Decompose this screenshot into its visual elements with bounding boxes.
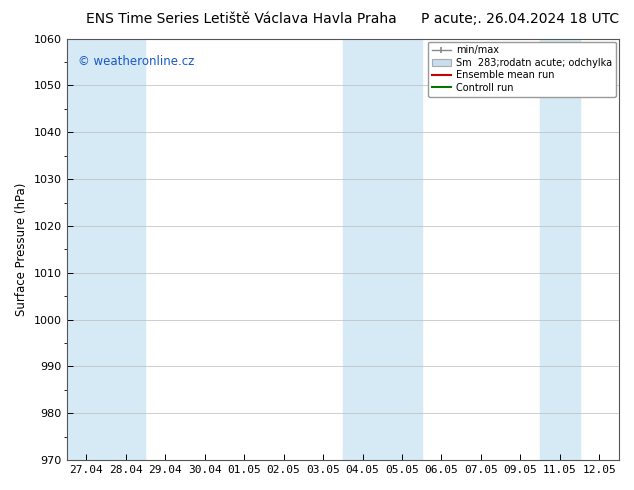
Y-axis label: Surface Pressure (hPa): Surface Pressure (hPa) bbox=[15, 183, 28, 316]
Bar bbox=[343, 39, 422, 460]
Bar bbox=[540, 39, 579, 460]
Text: © weatheronline.cz: © weatheronline.cz bbox=[77, 55, 194, 69]
Text: P acute;. 26.04.2024 18 UTC: P acute;. 26.04.2024 18 UTC bbox=[421, 12, 619, 26]
Text: ENS Time Series Letiště Václava Havla Praha: ENS Time Series Letiště Václava Havla Pr… bbox=[86, 12, 396, 26]
Legend: min/max, Sm  283;rodatn acute; odchylka, Ensemble mean run, Controll run: min/max, Sm 283;rodatn acute; odchylka, … bbox=[428, 42, 616, 97]
Bar bbox=[67, 39, 145, 460]
